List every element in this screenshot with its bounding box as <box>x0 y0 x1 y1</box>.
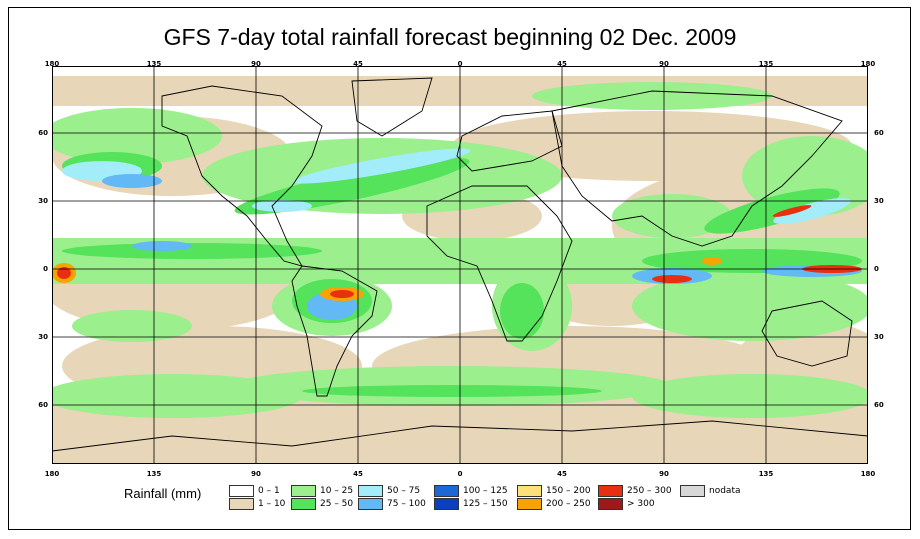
coast-south-america <box>291 265 378 397</box>
graticule <box>52 66 868 464</box>
legend-swatch <box>598 498 623 510</box>
legend-label: 100 – 125 <box>463 486 508 496</box>
coast-antarctica <box>52 420 868 452</box>
lon-label-bottom: 90 <box>251 470 261 478</box>
legend-swatch <box>358 498 383 510</box>
legend-swatch <box>434 485 459 497</box>
lon-label-bottom: 90 <box>659 470 669 478</box>
rainfall-map <box>52 66 868 464</box>
rain-band-extreme <box>52 205 862 301</box>
coastlines <box>52 77 868 452</box>
lon-label-bottom: 45 <box>557 470 567 478</box>
legend-swatch <box>680 485 705 497</box>
lon-label-bottom: 180 <box>860 470 876 478</box>
lon-label-top: 90 <box>251 60 261 68</box>
lat-label-right: 0 <box>874 265 879 273</box>
lon-label-top: 180 <box>860 60 876 68</box>
coast-australia <box>761 300 853 367</box>
map-border <box>52 66 868 464</box>
legend-label: 150 – 200 <box>546 486 591 496</box>
coast-europe <box>456 110 563 172</box>
lat-label-left: 0 <box>43 265 48 273</box>
lat-label-right: 60 <box>874 129 884 137</box>
lon-label-top: 0 <box>457 60 463 68</box>
lon-label-top: 45 <box>353 60 363 68</box>
legend-swatch <box>229 498 254 510</box>
lon-label-top: 135 <box>146 60 162 68</box>
legend-label: 25 – 50 <box>320 499 354 509</box>
legend-label: 50 – 75 <box>387 486 421 496</box>
legend-swatch <box>517 498 542 510</box>
lon-label-top: 135 <box>758 60 774 68</box>
lat-label-right: 60 <box>874 401 884 409</box>
coast-greenland <box>351 77 433 137</box>
lat-label-left: 30 <box>38 197 48 205</box>
lon-label-top: 180 <box>44 60 60 68</box>
legend-label: 75 – 100 <box>387 499 426 509</box>
coast-asia <box>551 90 843 247</box>
lon-label-bottom: 135 <box>758 470 774 478</box>
legend-label: 250 – 300 <box>627 486 672 496</box>
legend-label: 10 – 25 <box>320 486 354 496</box>
legend-swatch <box>598 485 623 497</box>
legend-swatch <box>517 485 542 497</box>
map-title: GFS 7-day total rainfall forecast beginn… <box>163 24 737 50</box>
lat-label-left: 60 <box>38 129 48 137</box>
legend-swatch <box>291 498 316 510</box>
legend-label: 125 – 150 <box>463 499 508 509</box>
lon-label-bottom: 180 <box>44 470 60 478</box>
legend-label: 200 – 250 <box>546 499 591 509</box>
coast-africa <box>426 185 573 342</box>
legend-label: nodata <box>709 486 741 496</box>
lat-label-right: 30 <box>874 333 884 341</box>
lat-label-right: 30 <box>874 197 884 205</box>
legend-swatch <box>229 485 254 497</box>
legend-label: 1 – 10 <box>258 499 286 509</box>
lon-label-top: 90 <box>659 60 669 68</box>
lat-label-left: 30 <box>38 333 48 341</box>
legend-swatch <box>434 498 459 510</box>
figure-frame <box>8 7 911 530</box>
legend-label: 0 – 1 <box>258 486 280 496</box>
lon-label-bottom: 45 <box>353 470 363 478</box>
lon-label-bottom: 135 <box>146 470 162 478</box>
legend-title: Rainfall (mm) <box>124 486 202 501</box>
legend-label: > 300 <box>627 499 655 509</box>
lon-label-top: 45 <box>557 60 567 68</box>
lat-label-left: 60 <box>38 401 48 409</box>
legend-swatch <box>358 485 383 497</box>
lon-label-bottom: 0 <box>457 470 463 478</box>
legend-swatch <box>291 485 316 497</box>
